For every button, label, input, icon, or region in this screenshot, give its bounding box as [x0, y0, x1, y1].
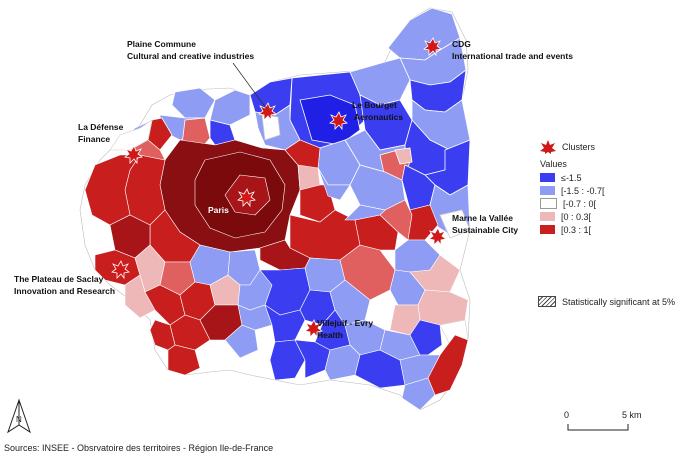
map-legend: Clusters Values ≤-1.5 [-1.5 : -0.7[ [-0.… — [540, 139, 605, 236]
cluster-markers — [111, 37, 447, 339]
legend-swatch — [540, 212, 555, 221]
south-west-communes — [94, 244, 273, 376]
scale-start-label: 0 — [564, 410, 569, 420]
legend-class: ≤-1.5 — [540, 171, 605, 184]
label-cdg: CDG International trade and events — [452, 39, 573, 61]
label-paris: Paris — [208, 205, 229, 215]
legend-values-title: Values — [540, 159, 567, 169]
legend-classes: ≤-1.5 [-1.5 : -0.7[ [-0.7 : 0[ [0 : 0.3[… — [540, 171, 605, 236]
cluster-star-icon — [540, 139, 556, 154]
legend-class: [-1.5 : -0.7[ — [540, 184, 605, 197]
cluster-star-la-defense — [124, 145, 143, 165]
cluster-star-cdg — [423, 37, 442, 57]
label-villejuif: Villejuif - Evry Health — [317, 318, 374, 340]
sources-note: Sources: INSEE - Obsrvatoire des territo… — [4, 443, 274, 453]
central-red-communes — [84, 119, 361, 271]
plaine-commune-leader-line — [232, 62, 267, 109]
cluster-star-villejuif — [304, 319, 323, 339]
legend-swatch — [540, 186, 555, 195]
legend-swatch — [540, 225, 555, 234]
label-le-bourget: Le Bourget Aeronautics — [352, 100, 404, 122]
legend-swatch — [540, 173, 555, 182]
cluster-star-le-bourget — [329, 111, 348, 131]
hatch-swatch — [538, 296, 556, 307]
south-east-communes — [259, 199, 469, 411]
cluster-star-plaine-commune — [258, 102, 277, 122]
scale-bar: 0 5 km — [564, 410, 642, 431]
legend-class: [0.3 : 1[ — [540, 223, 605, 236]
legend-class: [0 : 0.3[ — [540, 210, 605, 223]
label-saclay: The Plateau de Saclay Innovation and Res… — [14, 274, 116, 296]
legend-class: [-0.7 : 0[ — [540, 197, 605, 210]
scale-end-label: 5 km — [622, 410, 642, 420]
legend-clusters: Clusters — [540, 139, 605, 154]
cluster-star-marne — [428, 227, 447, 247]
legend-significance: Statistically significant at 5% — [538, 296, 675, 307]
label-marne-la-vallee: Marne la Vallée Sustainable City — [452, 213, 519, 235]
north-arrow-icon: N — [7, 398, 31, 434]
north-label: N — [16, 415, 22, 424]
label-plaine-commune: Plaine Commune Cultural and creative ind… — [127, 39, 255, 61]
label-la-defense: La Défense Finance — [78, 122, 124, 144]
cluster-star-saclay — [111, 260, 130, 280]
legend-swatch — [540, 198, 557, 209]
cluster-star-paris — [237, 188, 256, 208]
